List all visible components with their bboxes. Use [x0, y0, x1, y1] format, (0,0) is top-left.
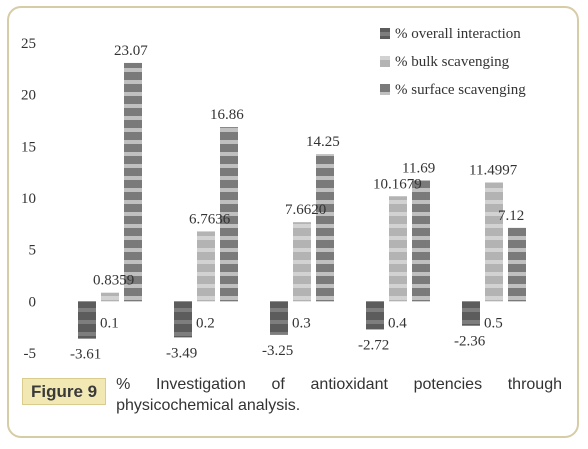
bar	[293, 222, 311, 302]
data-label: 14.25	[306, 134, 340, 150]
data-label: 23.07	[114, 43, 148, 59]
bar	[462, 301, 480, 326]
y-tick-label: 25	[21, 36, 36, 52]
legend-swatch	[380, 56, 390, 67]
bar	[101, 292, 119, 302]
legend-swatch	[380, 28, 390, 39]
bar	[78, 301, 96, 339]
data-label: 16.86	[210, 107, 244, 123]
bar-chart: -5 0 5 10 15 20 25 -3.61 0.8359 23.07 0.1 -3.49 6.7…	[21, 26, 526, 363]
data-label: 7.12	[498, 208, 524, 224]
figure-label: Figure 9	[22, 378, 107, 405]
data-labels: -3.61 0.8359 23.07 0.1 -3.49 6.7636 16.86 0.2 -3…	[70, 43, 524, 363]
category-label: 0.1	[100, 315, 119, 331]
data-label: -2.36	[454, 334, 486, 350]
y-tick-label: 15	[21, 139, 36, 155]
y-axis: -5 0 5 10 15 20 25	[21, 36, 36, 362]
figure-frame	[7, 6, 579, 438]
bar	[316, 154, 334, 302]
data-label: 10.1679	[373, 176, 422, 192]
bar	[220, 127, 238, 302]
caption-text: % Investigation of antioxidant potencies…	[116, 376, 562, 414]
data-label: 11.4997	[469, 163, 518, 179]
bar	[508, 227, 526, 302]
category-label: 0.3	[292, 315, 311, 331]
bar	[124, 62, 142, 302]
y-tick-label: 10	[21, 191, 36, 207]
data-label: 6.7636	[189, 211, 231, 227]
data-label: -2.72	[358, 337, 389, 353]
legend-swatch	[380, 84, 390, 95]
y-tick-label: 0	[29, 294, 37, 310]
legend-entry: % overall interaction	[395, 26, 521, 42]
y-tick-label: 20	[21, 88, 36, 104]
category-label: 0.2	[196, 315, 215, 331]
data-label: -3.49	[166, 345, 197, 361]
data-label: 0.8359	[93, 273, 134, 289]
data-label: -3.25	[262, 343, 293, 359]
legend-entry: % surface scavenging	[395, 82, 526, 98]
category-label: 0.4	[388, 315, 407, 331]
bar	[389, 196, 407, 302]
data-label: -3.61	[70, 347, 101, 363]
bar	[412, 180, 430, 302]
y-tick-label: -5	[24, 346, 37, 362]
figure-caption: Figure 9 % Investigation of antioxidant …	[22, 374, 562, 416]
bar	[366, 301, 384, 330]
bar	[485, 182, 503, 302]
legend: % overall interaction % bulk scavenging % …	[380, 26, 526, 98]
data-label: 7.6620	[285, 202, 326, 218]
bar	[174, 301, 192, 338]
bars	[78, 62, 526, 339]
bar	[197, 231, 215, 302]
data-label: 11.69	[402, 161, 435, 177]
bar	[270, 301, 288, 335]
y-tick-label: 5	[29, 243, 37, 259]
legend-entry: % bulk scavenging	[395, 54, 510, 70]
category-label: 0.5	[484, 315, 503, 331]
